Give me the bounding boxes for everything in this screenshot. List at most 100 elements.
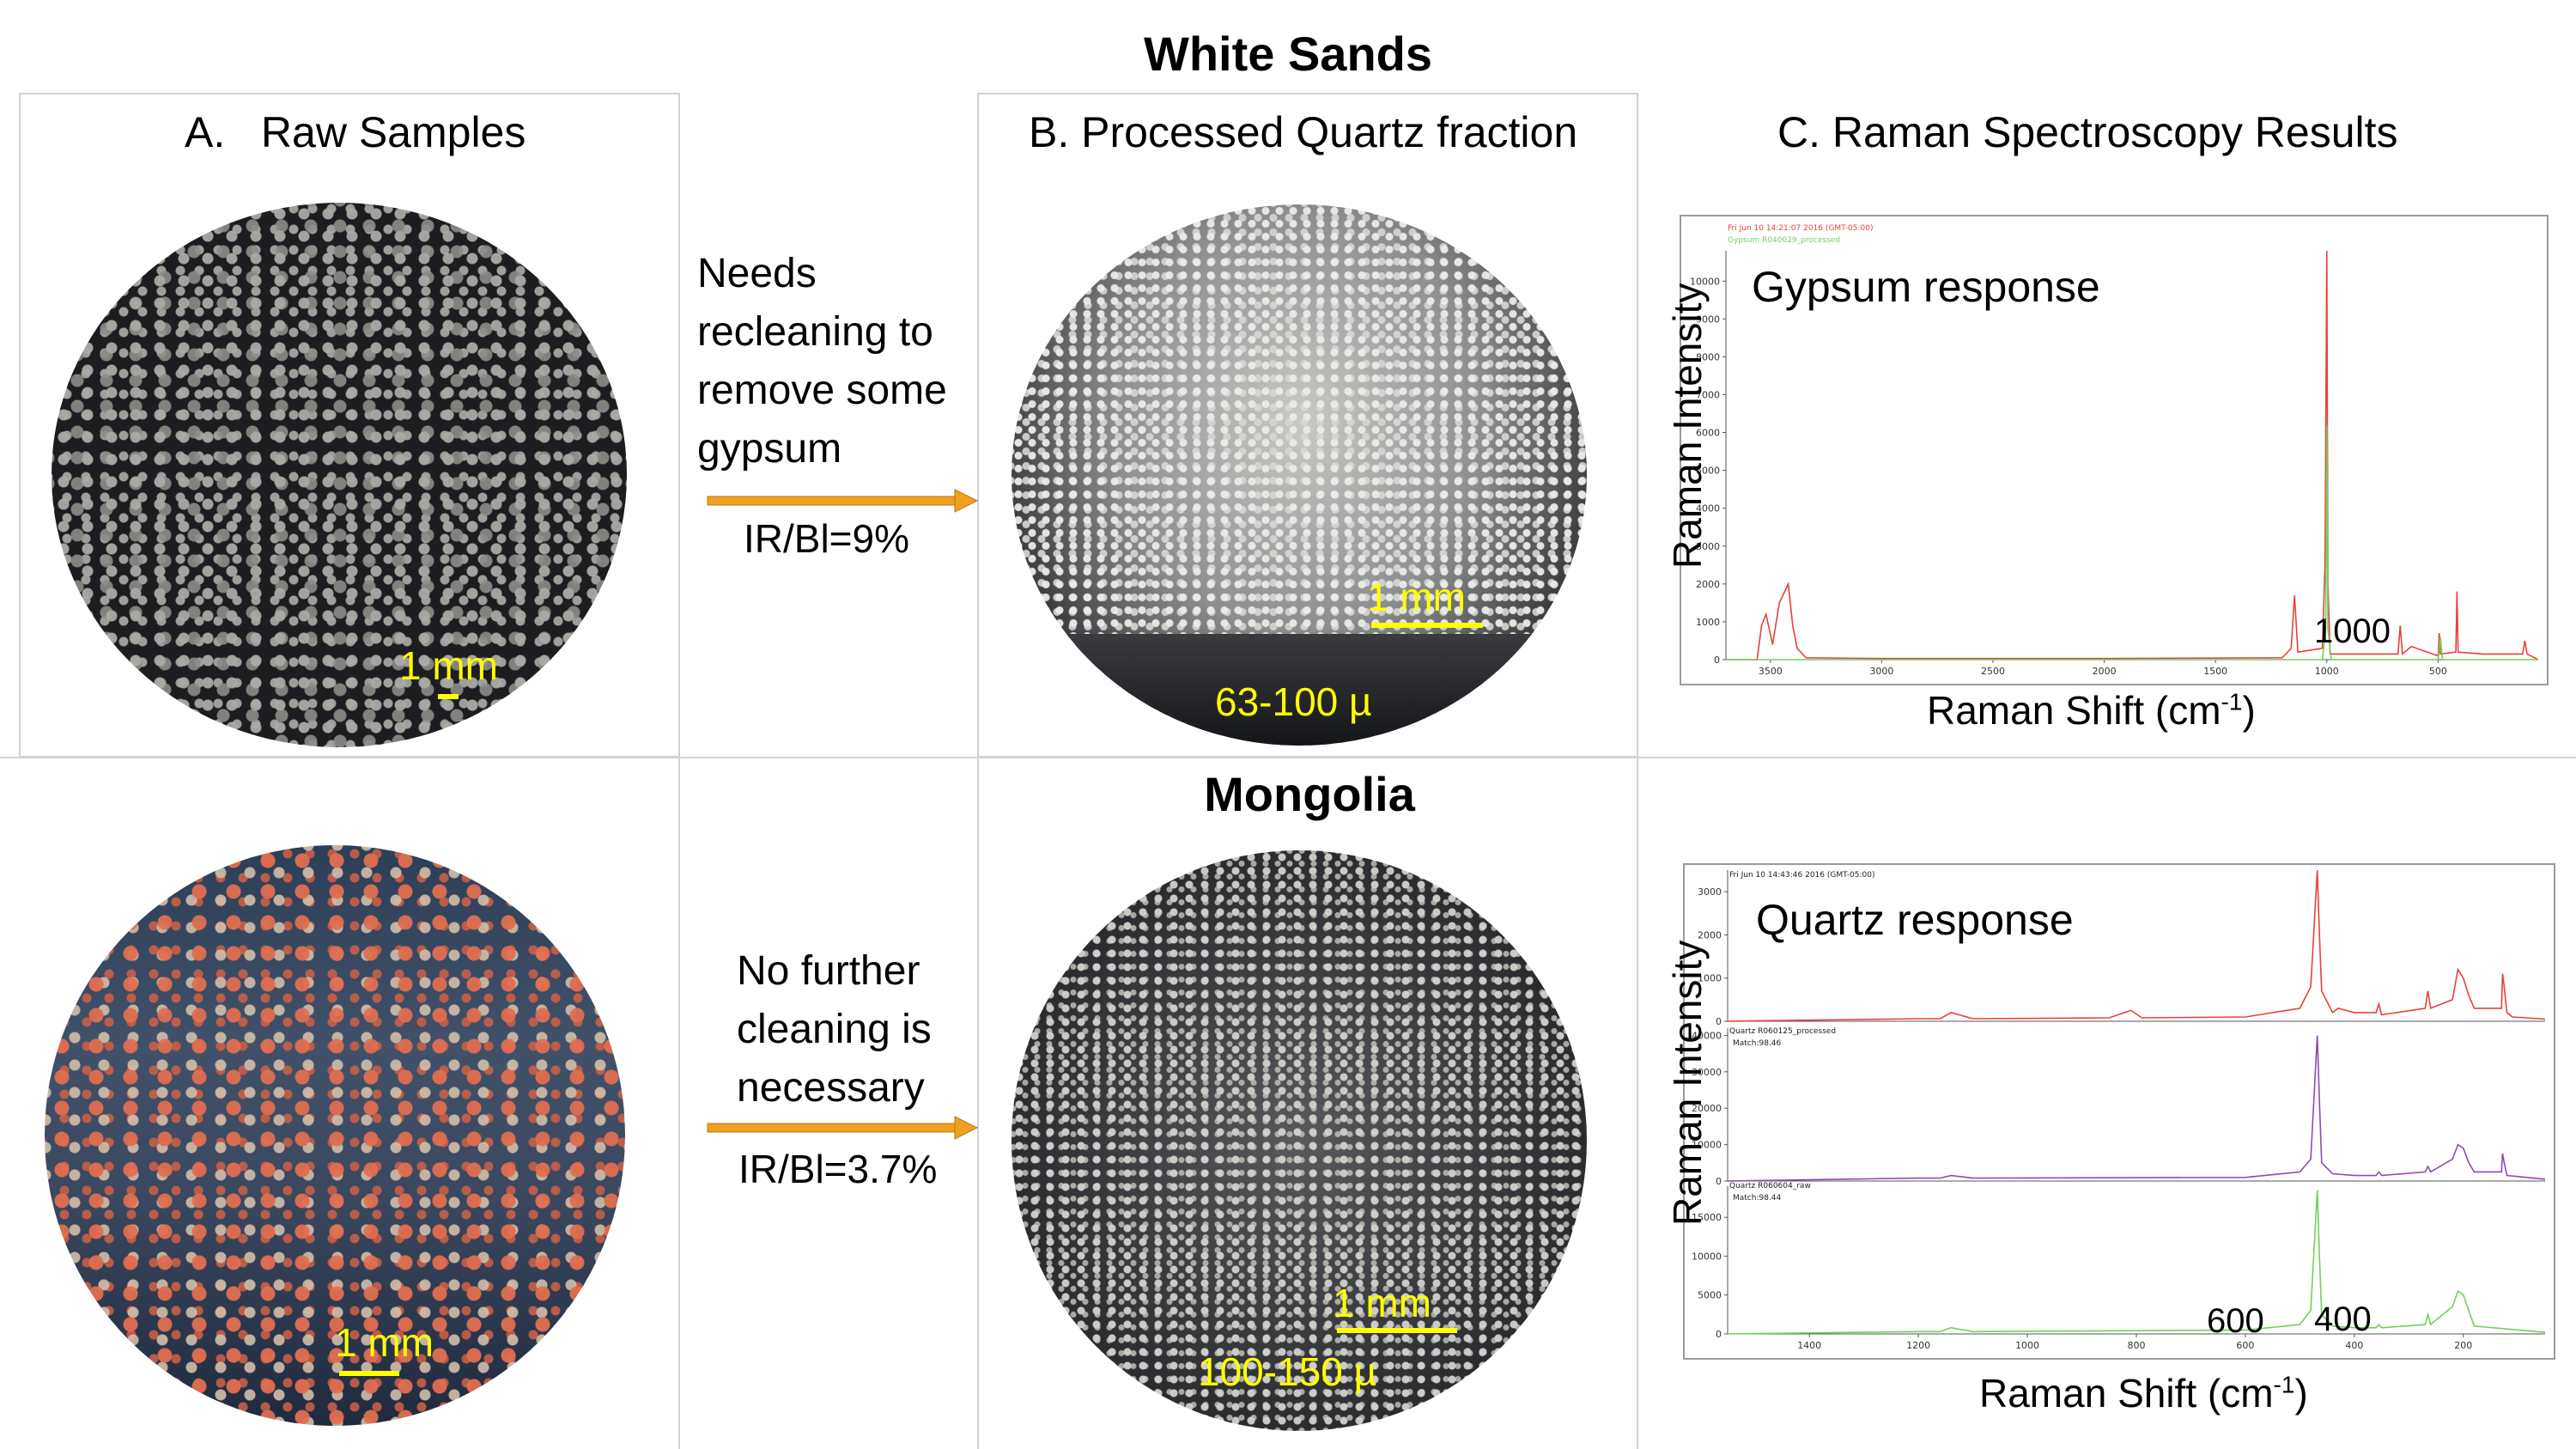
note-line: remove some: [697, 368, 947, 413]
quartz-header-line4: Quartz R060604_raw: [1729, 1182, 1811, 1190]
divider-left-lower: [678, 757, 680, 1449]
gypsum-header-line2: Gypsum R040029_processed: [1728, 236, 1840, 245]
chart-gypsum-spectrum: Fri Jun 10 14:21:07 2016 (GMT-05:00) Gyp…: [1680, 215, 2549, 685]
y-tick-label: 5000: [1698, 1290, 1722, 1301]
quartz-xlabel: Raman Shift (cm-1): [1979, 1370, 2308, 1416]
x-tick-label: 2500: [1981, 666, 2005, 677]
quartz-spectrum-plot: Fri Jun 10 14:43:46 2016 (GMT-05:00) Qua…: [1692, 869, 2546, 1351]
y-tick-label: 0: [1716, 1016, 1722, 1027]
y-tick-label: 30000: [1692, 1067, 1722, 1078]
quartz-xlabel-main: Raman Shift (cm: [1979, 1371, 2274, 1416]
quartz-xlabel-sup: -1: [2273, 1371, 2295, 1398]
scale-label-ws-raw: 1 mm: [399, 643, 498, 688]
x-tick-label: 3500: [1759, 666, 1783, 677]
y-tick-label: 3000: [1696, 541, 1720, 552]
note-line: cleaning is: [737, 1007, 932, 1052]
size-range-ws: 63-100 µ: [1215, 679, 1372, 724]
title-mongolia: Mongolia: [1204, 767, 1415, 821]
glass-edge: [1012, 634, 1587, 746]
x-tick-label: 200: [2454, 1340, 2472, 1351]
x-tick-label: 500: [2429, 666, 2447, 677]
divider-right-lower: [1637, 757, 1638, 1449]
quartz-ylabel: Raman Intensity: [1665, 940, 1710, 1226]
gypsum-xlabel: Raman Shift (cm-1): [1927, 687, 2256, 734]
arrow-right-icon: [707, 489, 979, 513]
note-line: recleaning to: [697, 309, 933, 355]
gypsum-spectrum-line-green: [1726, 424, 2538, 661]
x-tick-label: 2000: [2093, 666, 2117, 677]
gypsum-spectrum-line-red: [1726, 250, 2539, 661]
ratio-white-sands: IR/Bl=9%: [744, 516, 910, 561]
quartz-peak-label-600: 600: [2207, 1302, 2264, 1340]
gypsum-xlabel-main: Raman Shift (cm: [1927, 688, 2221, 733]
y-tick-label: 8000: [1696, 351, 1720, 362]
note-line: Needs: [697, 251, 817, 296]
quartz-spectrum-line-purple: [1727, 1035, 2546, 1182]
divider-mid-lower: [977, 757, 979, 1449]
note-line: necessary: [737, 1065, 925, 1111]
y-tick-label: 40000: [1692, 1030, 1722, 1041]
x-tick-label: 1500: [2203, 666, 2227, 677]
quartz-header-line2: Quartz R060125_processed: [1729, 1027, 1836, 1036]
gypsum-ylabel: Raman Intensity: [1665, 283, 1710, 569]
quartz-spectrum-line-red: [1727, 869, 2546, 1022]
note-white-sands: Needs recleaning to remove some gypsum: [697, 245, 947, 478]
size-range-mg: 100-150 µ: [1198, 1349, 1377, 1394]
y-tick-label: 0: [1716, 1329, 1722, 1340]
header-processed-quartz: B. Processed Quartz fraction: [1029, 108, 1578, 156]
gypsum-xlabel-sup: -1: [2221, 688, 2243, 715]
scale-bar-mg-raw: [339, 1371, 399, 1376]
x-tick-label: 400: [2345, 1340, 2363, 1351]
x-tick-label: 800: [2128, 1340, 2146, 1351]
arrow-right-icon: [707, 1116, 979, 1140]
quartz-header-line5: Match:98.44: [1733, 1194, 1782, 1202]
x-tick-label: 3000: [1869, 666, 1893, 677]
chart-quartz-spectrum: Fri Jun 10 14:43:46 2016 (GMT-05:00) Qua…: [1683, 863, 2555, 1360]
micrograph-mongolia-raw: [45, 845, 625, 1426]
y-tick-label: 0: [1714, 654, 1720, 666]
y-tick-label: 10000: [1690, 276, 1720, 287]
scale-label-mg-processed: 1 mm: [1333, 1281, 1431, 1325]
header-raman-results: C. Raman Spectroscopy Results: [1777, 108, 2398, 156]
quartz-spectrum-line-green: [1727, 1190, 2546, 1335]
y-tick-label: 1000: [1698, 973, 1722, 984]
scale-bar-ws-processed: [1371, 623, 1483, 628]
gypsum-peak-label: 1000: [2314, 612, 2391, 650]
micrograph-white-sands-raw: [52, 203, 627, 747]
scale-bar-mg-processed: [1337, 1328, 1457, 1333]
note-line: gypsum: [697, 426, 842, 472]
micrograph-mongolia-processed: [1012, 850, 1587, 1431]
scale-label-mg-raw: 1 mm: [335, 1320, 434, 1365]
header-raw-samples: A. Raw Samples: [185, 108, 526, 156]
y-tick-label: 20000: [1692, 1103, 1722, 1114]
y-tick-label: 10000: [1692, 1251, 1722, 1262]
quartz-xlabel-end: ): [2294, 1371, 2308, 1416]
y-tick-label: 10000: [1692, 1140, 1722, 1151]
gypsum-header-line1: Fri Jun 10 14:21:07 2016 (GMT-05:00): [1728, 224, 1873, 233]
x-tick-label: 1200: [1906, 1340, 1930, 1351]
y-tick-label: 9000: [1696, 314, 1720, 325]
x-tick-label: 600: [2236, 1340, 2254, 1351]
title-white-sands: White Sands: [1143, 27, 1433, 81]
y-tick-label: 0: [1716, 1176, 1722, 1187]
divider-horizontal: [0, 757, 2576, 758]
micrograph-white-sands-processed: [1012, 204, 1587, 746]
y-tick-label: 15000: [1692, 1212, 1722, 1223]
quartz-header-line3: Match:98.46: [1733, 1039, 1782, 1048]
scale-bar-ws-raw: [438, 694, 459, 699]
note-line: No further: [737, 948, 920, 994]
x-tick-label: 1400: [1797, 1340, 1821, 1351]
scale-label-ws-processed: 1 mm: [1367, 575, 1466, 619]
x-tick-label: 1000: [2015, 1340, 2039, 1351]
quartz-response-label: Quartz response: [1756, 896, 2074, 944]
y-tick-label: 2000: [1696, 579, 1720, 590]
note-mongolia: No further cleaning is necessary: [737, 942, 932, 1117]
y-tick-label: 7000: [1696, 389, 1720, 400]
quartz-peak-label-400: 400: [2314, 1300, 2372, 1338]
gypsum-spectrum-plot: Fri Jun 10 14:21:07 2016 (GMT-05:00) Gyp…: [1690, 224, 2539, 677]
quartz-header-line1: Fri Jun 10 14:43:46 2016 (GMT-05:00): [1729, 871, 1874, 880]
x-tick-label: 1000: [2315, 666, 2339, 677]
gypsum-xlabel-end: ): [2242, 688, 2256, 733]
y-tick-label: 6000: [1696, 428, 1720, 439]
y-tick-label: 4000: [1696, 503, 1720, 514]
